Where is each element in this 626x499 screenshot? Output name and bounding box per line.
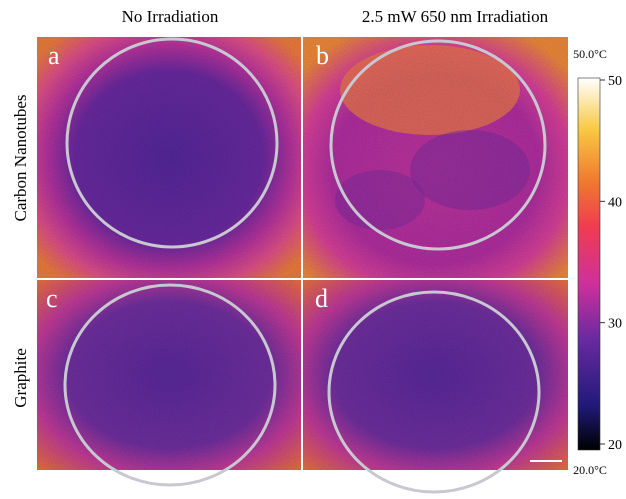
colorbar-tick-label: 30 [608, 317, 622, 332]
column-header: No Irradiation [122, 7, 219, 26]
colorbar-min: 20.0°C [573, 463, 607, 477]
row-label: Graphite [11, 348, 30, 407]
thermal-image [303, 280, 568, 470]
panel-label: c [46, 284, 58, 313]
panel-label: d [315, 284, 328, 313]
panel-label: b [316, 41, 329, 70]
thermal-image [37, 280, 301, 470]
colorbar-tick-label: 20 [608, 438, 622, 453]
row-label: Carbon Nanotubes [11, 94, 30, 221]
colorbar-max: 50.0°C [573, 47, 607, 61]
column-header: 2.5 mW 650 nm Irradiation [362, 7, 549, 26]
warm-region [340, 45, 520, 135]
colorbar [577, 77, 601, 451]
well-outline [65, 37, 279, 249]
well-outline [63, 283, 277, 487]
scale-bar-label: 400 µm [526, 470, 566, 485]
panel-label: a [48, 41, 60, 70]
thermal-images [37, 37, 568, 470]
thermal-image [37, 37, 301, 278]
well-outline [329, 39, 547, 251]
colorbar-tick-label: 40 [608, 195, 622, 210]
well-outlines [63, 37, 547, 494]
well-outline [327, 290, 541, 494]
cool-region [410, 130, 530, 210]
colorbar-tick-label: 50 [608, 74, 622, 89]
